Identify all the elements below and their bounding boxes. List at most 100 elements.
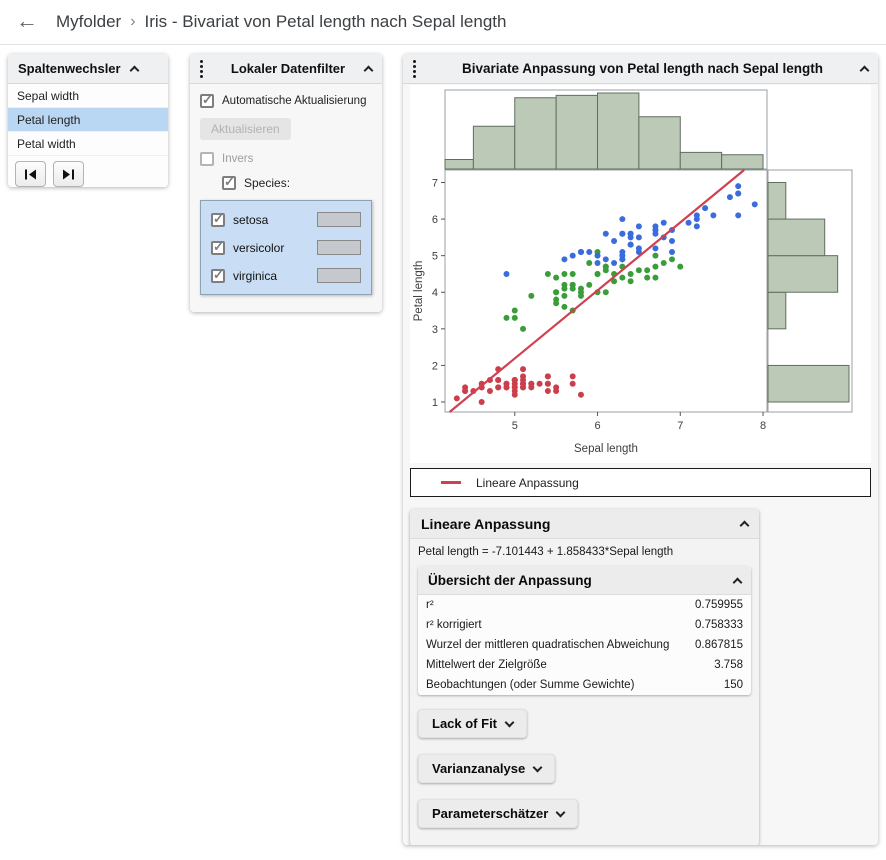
stat-value: 150 — [723, 679, 743, 691]
svg-text:7: 7 — [677, 420, 683, 432]
chevron-up-icon[interactable] — [363, 65, 374, 76]
table-row: r² korrigiert 0.758333 — [418, 615, 751, 635]
stat-label: r² korrigiert — [426, 619, 482, 631]
species-row-setosa: setosa — [211, 211, 361, 227]
virginica-label: virginica — [233, 268, 278, 283]
species-row-versicolor: versicolor — [211, 239, 361, 255]
page-title: Iris - Bivariat von Petal length nach Se… — [144, 12, 507, 31]
grip-dots-icon[interactable] — [200, 59, 203, 78]
chevron-down-icon — [555, 807, 566, 817]
last-column-button[interactable] — [53, 161, 84, 187]
virginica-checkbox[interactable] — [211, 267, 225, 283]
svg-text:6: 6 — [594, 420, 600, 432]
skip-to-last-icon — [63, 169, 74, 179]
table-row: Mittelwert der Zielgröße 3.758 — [418, 655, 751, 675]
column-switcher-panel: Spaltenwechsler Sepal width Petal length… — [8, 54, 168, 187]
grip-dots-icon[interactable] — [413, 59, 416, 78]
versicolor-label: versicolor — [233, 240, 285, 255]
stat-value: 0.867815 — [695, 639, 743, 651]
species-level-box: setosa versicolor virginica — [200, 200, 372, 295]
invers-checkbox[interactable] — [200, 152, 214, 166]
chevron-up-icon[interactable] — [739, 520, 750, 531]
svg-text:4: 4 — [432, 287, 438, 299]
data-filter-body: Automatische Aktualisierung Aktualisiere… — [190, 84, 382, 307]
section-button-label: Parameterschätzer — [432, 806, 549, 821]
bivariate-header[interactable]: Bivariate Anpassung von Petal length nac… — [403, 54, 878, 84]
column-switcher-title: Spaltenwechsler — [18, 61, 121, 76]
stat-value: 0.758333 — [695, 619, 743, 631]
auto-update-label: Automatische Aktualisierung — [222, 95, 367, 107]
chevron-down-icon — [532, 762, 543, 772]
fit-summary-title: Übersicht der Anpassung — [428, 572, 592, 588]
column-item-label: Petal width — [17, 136, 76, 151]
fit-summary-card: Übersicht der Anpassung r² 0.759955 r² k… — [418, 566, 751, 695]
section-button-label: Varianzanalyse — [432, 761, 526, 776]
fit-summary-header[interactable]: Übersicht der Anpassung — [418, 566, 751, 595]
svg-text:8: 8 — [760, 420, 766, 432]
invers-row: Invers — [200, 152, 372, 166]
stat-value: 3.758 — [714, 659, 743, 671]
back-arrow-icon[interactable]: ← — [16, 8, 38, 33]
breadcrumb-folder[interactable]: Myfolder — [56, 12, 122, 31]
column-item-sepal-width[interactable]: Sepal width — [8, 84, 168, 108]
versicolor-count-bar[interactable] — [317, 240, 361, 255]
linear-fit-title: Lineare Anpassung — [421, 515, 551, 532]
svg-text:3: 3 — [432, 324, 438, 336]
varianzanalyse-button[interactable]: Varianzanalyse — [418, 754, 556, 783]
plot-legend: Lineare Anpassung — [410, 468, 871, 497]
chevron-up-icon[interactable] — [129, 65, 140, 76]
column-item-petal-width[interactable]: Petal width — [8, 132, 168, 156]
scatter-plot[interactable]: 5 6 7 8 1 2 3 4 5 6 7 Sepal length Petal length — [410, 85, 871, 463]
setosa-label: setosa — [233, 212, 269, 227]
bivariate-panel: Bivariate Anpassung von Petal length nac… — [403, 54, 878, 845]
column-item-label: Sepal width — [17, 88, 80, 103]
update-button[interactable]: Aktualisieren — [200, 118, 291, 140]
svg-text:2: 2 — [432, 360, 438, 372]
svg-text:7: 7 — [432, 177, 438, 189]
chevron-up-icon[interactable] — [859, 65, 870, 76]
svg-text:Sepal length: Sepal length — [574, 443, 638, 455]
parameterschaetzer-button[interactable]: Parameterschätzer — [418, 799, 579, 828]
bivariate-title: Bivariate Anpassung von Petal length nac… — [461, 61, 824, 76]
column-switcher-nav — [8, 156, 168, 187]
column-item-label: Petal length — [17, 112, 81, 127]
fit-equation: Petal length = -7.101443 + 1.858433*Sepa… — [418, 546, 674, 558]
table-row: Wurzel der mittleren quadratischen Abwei… — [418, 635, 751, 655]
data-filter-title: Lokaler Datenfilter — [230, 61, 346, 76]
legend-label: Lineare Anpassung — [476, 475, 579, 490]
svg-text:6: 6 — [432, 214, 438, 226]
fit-summary-table: r² 0.759955 r² korrigiert 0.758333 Wurze… — [418, 595, 751, 695]
setosa-count-bar[interactable] — [317, 212, 361, 227]
setosa-checkbox[interactable] — [211, 211, 225, 227]
chevron-right-icon: › — [130, 13, 136, 30]
svg-text:1: 1 — [432, 397, 438, 409]
bivariate-plot-svg[interactable]: 5 6 7 8 1 2 3 4 5 6 7 Sepal length Petal length — [410, 85, 871, 463]
auto-update-row: Automatische Aktualisierung — [200, 92, 372, 108]
data-filter-header[interactable]: Lokaler Datenfilter — [190, 54, 382, 84]
column-item-petal-length[interactable]: Petal length — [8, 108, 168, 132]
table-row: Beobachtungen (oder Summe Gewichte) 150 — [418, 675, 751, 695]
local-data-filter-panel: Lokaler Datenfilter Automatische Aktuali… — [190, 54, 382, 312]
svg-text:5: 5 — [432, 251, 438, 263]
species-filter-row: Species: — [222, 174, 372, 190]
linear-fit-header[interactable]: Lineare Anpassung — [410, 509, 759, 539]
species-row-virginica: virginica — [211, 267, 361, 283]
column-switcher-header[interactable]: Spaltenwechsler — [8, 54, 168, 84]
invers-label: Invers — [222, 153, 254, 165]
svg-text:5: 5 — [512, 420, 518, 432]
linear-fit-line-swatch — [441, 481, 461, 484]
lack-of-fit-button[interactable]: Lack of Fit — [418, 709, 528, 738]
section-button-label: Lack of Fit — [432, 716, 498, 731]
versicolor-checkbox[interactable] — [211, 239, 225, 255]
first-column-button[interactable] — [15, 161, 46, 187]
chevron-up-icon[interactable] — [732, 577, 743, 587]
linear-fit-card: Lineare Anpassung Petal length = -7.1014… — [410, 509, 759, 845]
svg-text:Petal length: Petal length — [413, 261, 425, 322]
virginica-count-bar[interactable] — [317, 268, 361, 283]
stat-label: r² — [426, 599, 434, 611]
auto-update-checkbox[interactable] — [200, 92, 214, 108]
stat-label: Wurzel der mittleren quadratischen Abwei… — [426, 639, 670, 651]
table-row: r² 0.759955 — [418, 595, 751, 615]
species-checkbox[interactable] — [222, 174, 236, 190]
